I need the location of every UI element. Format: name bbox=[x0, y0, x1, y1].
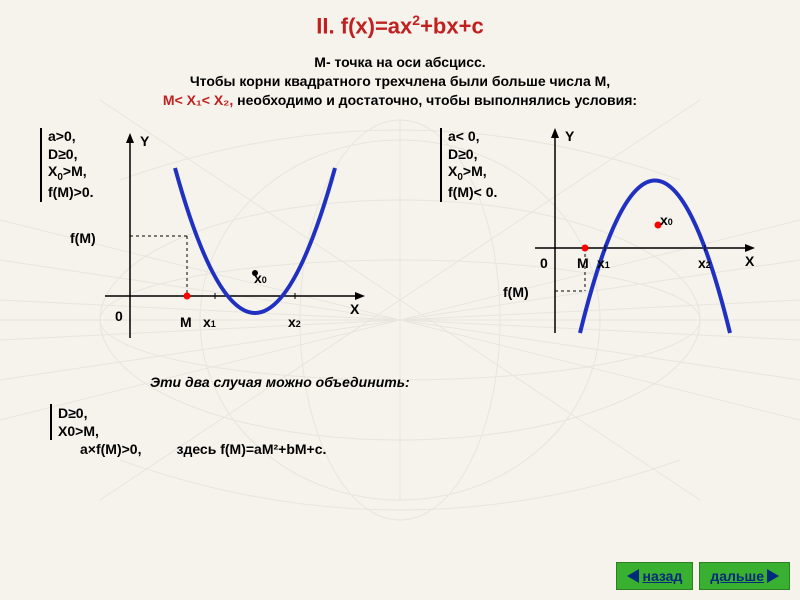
x1-label-right: x1 bbox=[597, 255, 610, 271]
y-label-right: Y bbox=[565, 128, 574, 144]
fm-label-right: f(M) bbox=[503, 284, 529, 300]
x0-label-right: x0 bbox=[660, 212, 673, 228]
m-label-left: M bbox=[180, 314, 192, 330]
y-label-left: Y bbox=[140, 133, 149, 149]
next-label: дальше bbox=[710, 568, 764, 584]
desc-line3-rest: необходимо и достаточно, чтобы выполняли… bbox=[233, 92, 637, 108]
origin-left: 0 bbox=[115, 308, 123, 324]
arrow-right-icon bbox=[767, 569, 779, 583]
back-button[interactable]: назад bbox=[616, 562, 693, 590]
combined-note: здесь f(M)=aM²+bM+c. bbox=[176, 441, 326, 457]
combined-conditions: D≥0,X0>M, a×f(M)>0, здесь f(M)=aM²+bM+c. bbox=[50, 404, 780, 459]
nav-buttons: назад дальше bbox=[616, 562, 790, 590]
desc-line1: М- точка на оси абсцисс. bbox=[314, 54, 485, 70]
x1-label-left: x1 bbox=[203, 314, 216, 330]
description: М- точка на оси абсцисс. Чтобы корни ква… bbox=[20, 53, 780, 110]
page-title: II. f(x)=ax2+bx+c bbox=[20, 12, 780, 39]
x2-label-right: x2 bbox=[698, 255, 711, 271]
origin-right: 0 bbox=[540, 255, 548, 271]
x-label-left: X bbox=[350, 301, 359, 317]
desc-line3-condition: M< X₁< X₂, bbox=[163, 92, 233, 108]
next-button[interactable]: дальше bbox=[699, 562, 790, 590]
chart-right-svg bbox=[405, 118, 775, 368]
plot-right: a< 0,D≥0,X0>M,f(M)< 0. Y X bbox=[405, 118, 780, 378]
x0-label-left: x0 bbox=[254, 270, 267, 286]
fm-label-left: f(M) bbox=[70, 230, 96, 246]
combined-last: a×f(M)>0, bbox=[80, 441, 141, 457]
plots-row: a>0,D≥0,X0>M,f(M)>0. Y X bbox=[20, 118, 780, 378]
m-label-right: M bbox=[577, 255, 589, 271]
desc-line2: Чтобы корни квадратного трехчлена были б… bbox=[190, 73, 610, 89]
x2-label-left: x2 bbox=[288, 314, 301, 330]
x-label-right: X bbox=[745, 253, 754, 269]
plot-left: a>0,D≥0,X0>M,f(M)>0. Y X bbox=[20, 118, 395, 378]
back-label: назад bbox=[642, 568, 682, 584]
main-content: II. f(x)=ax2+bx+c М- точка на оси абсцис… bbox=[0, 0, 800, 471]
arrow-left-icon bbox=[627, 569, 639, 583]
